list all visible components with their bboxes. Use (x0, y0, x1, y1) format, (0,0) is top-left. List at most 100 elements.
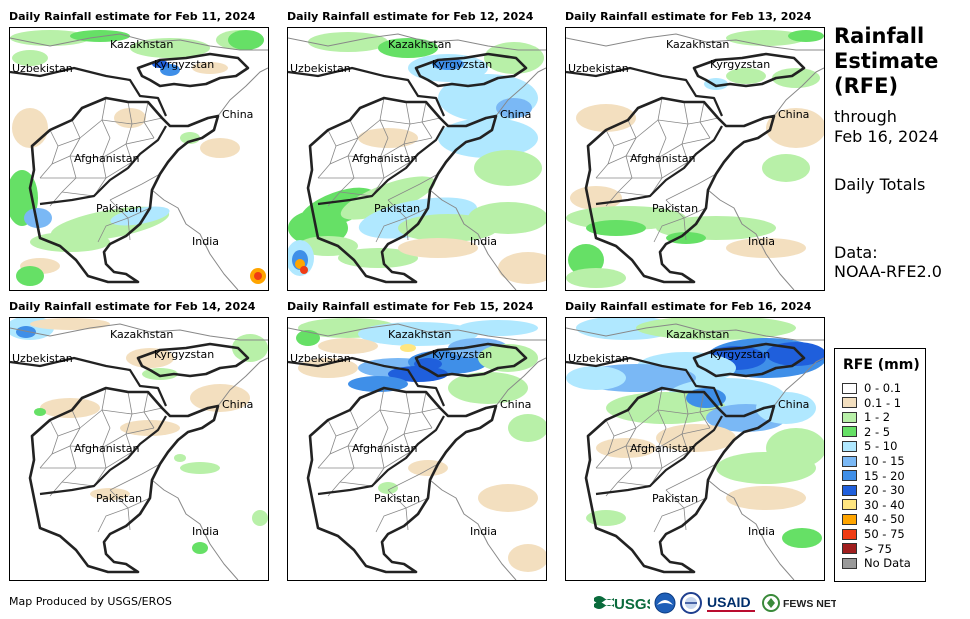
province-boundary (371, 387, 389, 487)
legend-item: 40 - 50 (842, 512, 905, 526)
country-label-china: China (500, 398, 532, 411)
legend-label: 50 - 75 (864, 527, 905, 541)
province-boundary (354, 161, 411, 179)
panel-title-4: Daily Rainfall estimate for Feb 14, 2024 (9, 300, 256, 313)
rain-area (200, 138, 240, 158)
rain-area (568, 244, 604, 276)
rain-area (400, 344, 416, 352)
country-label-uzbekistan: Uzbekistan (290, 62, 351, 75)
rain-area (438, 118, 538, 158)
province-boundary (109, 173, 161, 201)
country-label-afghanistan: Afghanistan (630, 152, 696, 165)
legend-swatch (842, 411, 857, 423)
province-boundary (403, 101, 411, 163)
rain-area (496, 98, 532, 118)
province-boundary (57, 407, 163, 437)
legend-item: 1 - 2 (842, 410, 890, 424)
china-border (773, 67, 824, 117)
legend-item: 0 - 0.1 (842, 381, 901, 395)
rain-area (130, 38, 210, 58)
rain-area (378, 38, 438, 58)
country-label-kazakhstan: Kazakhstan (110, 328, 174, 341)
province-boundary (39, 129, 59, 179)
country-label-china: China (222, 108, 254, 121)
rain-area (378, 482, 398, 494)
rain-area (566, 268, 626, 288)
province-boundary (97, 207, 151, 243)
province-boundary (327, 119, 359, 207)
through-text: through (834, 107, 897, 126)
uzbekistan-border (288, 356, 446, 407)
legend-label: 15 - 20 (864, 468, 905, 483)
uzbekistan-border (566, 356, 724, 407)
uzbekistan-border (566, 66, 724, 117)
rain-area (772, 68, 820, 88)
province-boundary (125, 101, 133, 163)
province-boundary (375, 207, 429, 243)
province-boundary (387, 173, 439, 201)
noaa-logo (654, 592, 676, 614)
province-boundary (93, 387, 111, 487)
uzbekistan-border (10, 356, 168, 407)
afghanistan-pakistan-border (306, 386, 498, 574)
afghanistan-pakistan-line (39, 125, 167, 206)
province-boundary (61, 191, 95, 197)
legend-item: 50 - 75 (842, 527, 905, 541)
rain-area (656, 424, 736, 452)
rain-area (782, 528, 822, 548)
province-boundary (49, 119, 81, 207)
legend-swatch (842, 440, 857, 452)
map-title: Rainfall Estimate (RFE) (834, 24, 938, 99)
country-label-afghanistan: Afghanistan (352, 442, 418, 455)
country-label-pakistan: Pakistan (652, 492, 699, 505)
rain-area (498, 252, 546, 284)
rain-area (788, 30, 824, 42)
rain-area (338, 248, 418, 268)
rainfall-map (566, 30, 824, 290)
legend-swatch (842, 484, 857, 496)
country-label-uzbekistan: Uzbekistan (12, 62, 73, 75)
legend-item: 2 - 5 (842, 425, 890, 439)
province-boundary (109, 463, 161, 491)
rain-area (762, 154, 810, 182)
rain-area (508, 544, 546, 572)
india-border (707, 479, 795, 580)
rain-area (566, 366, 626, 390)
rain-area (12, 108, 48, 148)
through-date: Feb 16, 2024 (834, 127, 939, 146)
province-boundary (681, 101, 689, 163)
china-border (773, 357, 824, 407)
title-line-1: Rainfall (834, 24, 925, 48)
rain-area (190, 384, 250, 412)
rain-area (348, 376, 408, 392)
kazakhstan-border (288, 33, 546, 51)
rainfall-map (10, 30, 268, 290)
country-label-kazakhstan: Kazakhstan (110, 38, 174, 51)
data-source: NOAA-RFE2.0 (834, 262, 942, 281)
svg-text:FEWS NET: FEWS NET (783, 598, 836, 610)
province-boundary (76, 161, 133, 179)
legend-swatch (842, 499, 857, 511)
data-label: Data: (834, 243, 878, 262)
province-boundary (329, 137, 433, 165)
rain-area (34, 408, 46, 416)
rain-area (40, 398, 100, 418)
rain-area (468, 202, 546, 234)
rain-area (12, 50, 48, 66)
panel-title-3: Daily Rainfall estimate for Feb 13, 2024 (565, 10, 812, 23)
province-boundary (51, 137, 155, 165)
rain-area (318, 338, 378, 354)
country-label-pakistan: Pakistan (96, 202, 143, 215)
country-label-india: India (748, 525, 775, 538)
country-label-china: China (778, 398, 810, 411)
afghanistan-pakistan-line (317, 125, 445, 206)
country-label-india: India (470, 525, 497, 538)
india-border (429, 479, 517, 580)
legend-swatch (842, 528, 857, 540)
kazakhstan-border (566, 33, 824, 51)
india-border (707, 189, 795, 290)
legend-label: 2 - 5 (864, 424, 891, 439)
kyrgyzstan-border (414, 342, 528, 378)
rainfall-map (288, 318, 546, 580)
country-label-india: India (748, 235, 775, 248)
